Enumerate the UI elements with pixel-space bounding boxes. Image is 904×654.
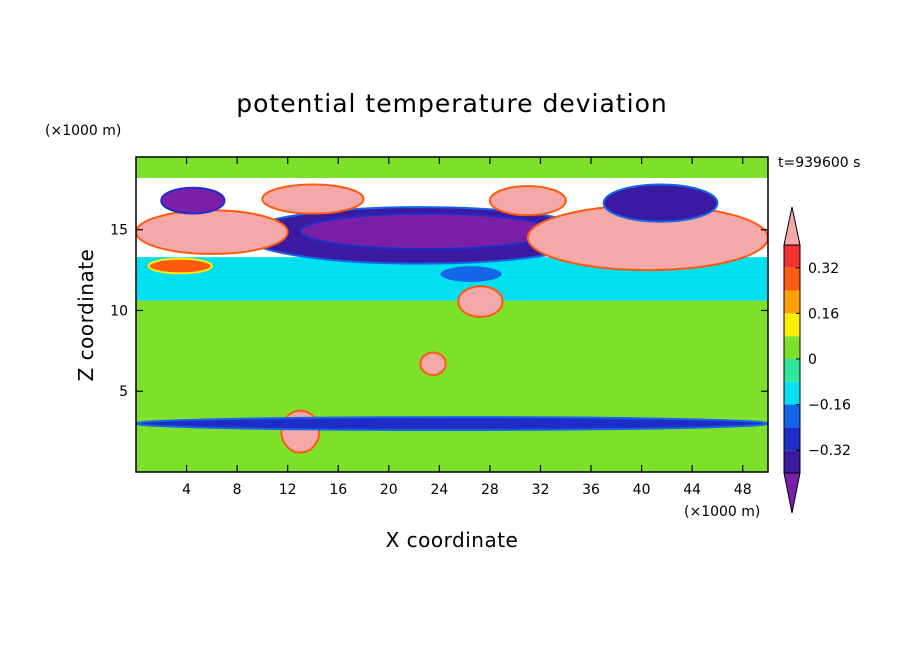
x-tick-label: 4	[182, 482, 191, 498]
colorbar-segment	[784, 290, 800, 314]
feature-warm-anomaly-west	[136, 209, 289, 255]
x-axis: 4 8 12 16 20 24 28 32 36 40 44 48	[182, 157, 752, 498]
x-tick-label: 48	[734, 482, 752, 498]
feature-warm-blob-28km	[457, 285, 504, 318]
colorbar-extend-bottom	[783, 472, 801, 514]
field-band-0	[136, 157, 768, 178]
colorbar-segment	[784, 427, 800, 451]
x-tick-label: 36	[582, 482, 600, 498]
x-tick-label: 16	[329, 482, 347, 498]
colorbar-segment	[784, 450, 800, 473]
colorbar-segment	[784, 404, 800, 428]
y-tick-label: 15	[110, 223, 128, 239]
x-tick-label: 24	[430, 482, 448, 498]
x-tick-label: 8	[233, 482, 242, 498]
y-tick-label: 5	[119, 384, 128, 400]
colorbar: 0.32 0.16 0 −0.16 −0.32	[783, 206, 851, 514]
x-tick-label: 40	[633, 482, 651, 498]
colorbar-segment	[784, 336, 800, 359]
y-unit-label: (×1000 m)	[45, 123, 121, 139]
colorbar-segment	[784, 313, 800, 337]
feature-warm-cap-west	[261, 183, 365, 215]
colorbar-segment	[784, 245, 800, 268]
x-tick-label: 44	[683, 482, 701, 498]
chart-title: potential temperature deviation	[236, 89, 667, 118]
feature-warm-cap-center	[488, 185, 567, 217]
plot-frame	[135, 156, 769, 473]
time-label: t=939600 s	[778, 155, 860, 171]
feature-upper-cold-core	[299, 212, 555, 251]
colorbar-label: −0.32	[808, 443, 851, 459]
colorbar-label: 0.16	[808, 306, 839, 322]
colorbar-extend-top	[783, 206, 801, 246]
colorbar-segment	[784, 359, 800, 382]
x-axis-title: X coordinate	[386, 528, 519, 552]
x-unit-label: (×1000 m)	[684, 504, 760, 520]
y-axis: 5 10 15	[110, 223, 768, 400]
colorbar-label: 0.32	[808, 261, 839, 277]
feature-warm-blob-23km	[419, 351, 447, 377]
y-tick-label: 10	[110, 303, 128, 319]
feature-warm-strip-west	[147, 257, 213, 275]
contour-field	[136, 157, 768, 472]
x-tick-label: 12	[279, 482, 297, 498]
x-tick-label: 28	[481, 482, 499, 498]
colorbar-segment	[784, 381, 800, 405]
colorbar-label: 0	[808, 352, 817, 368]
feature-cold-lens-east	[602, 183, 719, 223]
x-tick-label: 20	[380, 482, 398, 498]
colorbar-label: −0.16	[808, 398, 851, 414]
x-tick-label: 32	[532, 482, 550, 498]
feature-cold-lens-west	[160, 186, 226, 215]
y-axis-title: Z coordinate	[74, 249, 98, 382]
feature-cold-pocket	[438, 264, 504, 285]
colorbar-segment	[784, 267, 800, 291]
feature-boundary-layer-cold-strip	[136, 416, 768, 431]
field-band-3	[136, 300, 768, 419]
